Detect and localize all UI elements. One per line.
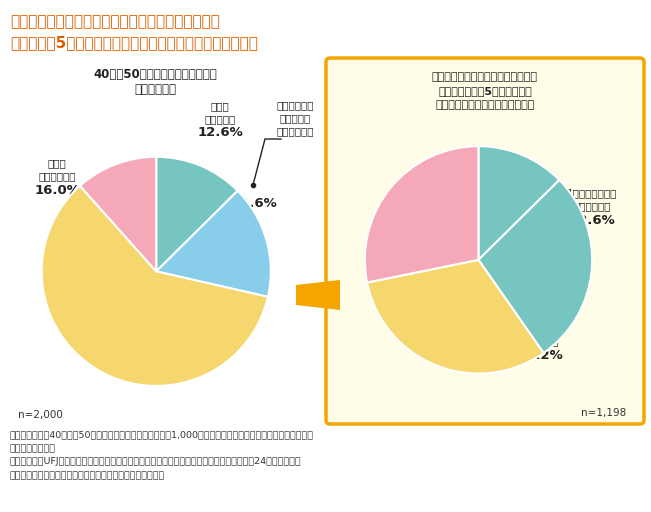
Text: 16.0%: 16.0% — [34, 184, 80, 197]
Wedge shape — [478, 146, 559, 260]
Text: わからない: わからない — [378, 248, 409, 258]
Text: 親ないない: 親ないない — [137, 317, 173, 330]
Text: 介護を: 介護を — [211, 101, 229, 111]
Text: 親はいるが: 親はいるが — [279, 113, 311, 123]
Text: n=1,198: n=1,198 — [581, 408, 626, 418]
Text: 図１　現在、介護などが必要な親がいない就労者の: 図１ 現在、介護などが必要な親がいない就労者の — [10, 14, 220, 29]
Text: （資料）三菱UFJリサーチ＆コンサルティング「仕事と介護の両立支援に関する調査」（平成24年度厚生労働: （資料）三菱UFJリサーチ＆コンサルティング「仕事と介護の両立支援に関する調査」… — [10, 457, 301, 466]
Text: （注）調査は、40歳代～50歳代の就労者（正社員）男女各1,000人を対象に、インターネット上でのモニター: （注）調査は、40歳代～50歳代の就労者（正社員）男女各1,000人を対象に、イ… — [10, 430, 314, 439]
Text: 31.5%: 31.5% — [370, 261, 416, 274]
Text: n=2,000: n=2,000 — [18, 410, 63, 420]
Wedge shape — [156, 191, 271, 297]
Text: 担っている: 担っている — [204, 114, 236, 124]
Text: 今後5年間のうちに親の介護などが必要になる可能性: 今後5年間のうちに親の介護などが必要になる可能性 — [10, 35, 258, 50]
Text: 親の介護などが必要になる可能性: 親の介護などが必要になる可能性 — [436, 100, 534, 110]
Text: 28.2%: 28.2% — [517, 349, 563, 362]
Text: 現在、介護などが必要な親がいない: 現在、介護などが必要な親がいない — [432, 72, 538, 82]
Text: 省委託事業）より、厚生労働省雇用均等・児童家庭局作成。: 省委託事業）より、厚生労働省雇用均等・児童家庭局作成。 — [10, 471, 165, 480]
Text: 父母が: 父母が — [48, 158, 66, 168]
Text: 40代・50代の就労者（正社員）の: 40代・50代の就労者（正社員）の — [93, 68, 217, 81]
Wedge shape — [365, 146, 478, 283]
Text: 可能性がある: 可能性がある — [574, 201, 611, 211]
Text: 12.6%: 12.6% — [197, 126, 243, 139]
Text: 親の介護状況: 親の介護状況 — [134, 83, 176, 96]
Text: 介護が必要な: 介護が必要な — [276, 100, 314, 110]
Text: 就労者の今後の5年間のうちに: 就労者の今後の5年間のうちに — [438, 86, 532, 96]
Text: 可能性はない: 可能性はない — [521, 336, 559, 346]
Text: すでにいない: すでにいない — [38, 171, 76, 181]
Wedge shape — [80, 157, 156, 271]
Wedge shape — [478, 180, 592, 353]
Wedge shape — [156, 157, 238, 271]
Text: 12.6%: 12.6% — [569, 214, 615, 227]
Text: 介護が必要な: 介護が必要な — [134, 302, 176, 315]
FancyBboxPatch shape — [326, 58, 644, 424]
Text: 1人以上について: 1人以上について — [567, 188, 617, 198]
Text: 59.9%: 59.9% — [126, 334, 184, 352]
Polygon shape — [296, 280, 340, 310]
Text: 調査により実施。: 調査により実施。 — [10, 444, 56, 453]
Wedge shape — [42, 186, 268, 386]
Text: 担っていない: 担っていない — [276, 126, 314, 136]
Wedge shape — [367, 260, 544, 373]
Text: 11.6%: 11.6% — [231, 197, 277, 210]
